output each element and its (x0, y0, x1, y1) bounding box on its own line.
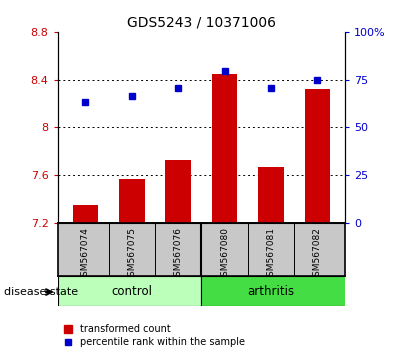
Text: GSM567082: GSM567082 (313, 227, 322, 282)
Bar (212, 74, 238, 223)
Bar (58, 276, 201, 306)
Text: GSM567074: GSM567074 (81, 227, 90, 282)
Text: GSM567076: GSM567076 (174, 227, 182, 282)
Text: disease state: disease state (4, 287, 78, 297)
Bar (119, 179, 145, 223)
Bar (201, 276, 368, 306)
Legend: transformed count, percentile rank within the sample: transformed count, percentile rank withi… (62, 322, 247, 349)
Bar (73, 205, 98, 223)
Bar (258, 167, 284, 223)
Text: control: control (111, 285, 152, 298)
Text: GSM567080: GSM567080 (220, 227, 229, 282)
Title: GDS5243 / 10371006: GDS5243 / 10371006 (127, 15, 276, 29)
Bar (305, 89, 330, 223)
Text: arthritis: arthritis (247, 285, 295, 298)
Bar (165, 160, 191, 223)
Text: GSM567081: GSM567081 (266, 227, 275, 282)
Text: GSM567075: GSM567075 (127, 227, 136, 282)
